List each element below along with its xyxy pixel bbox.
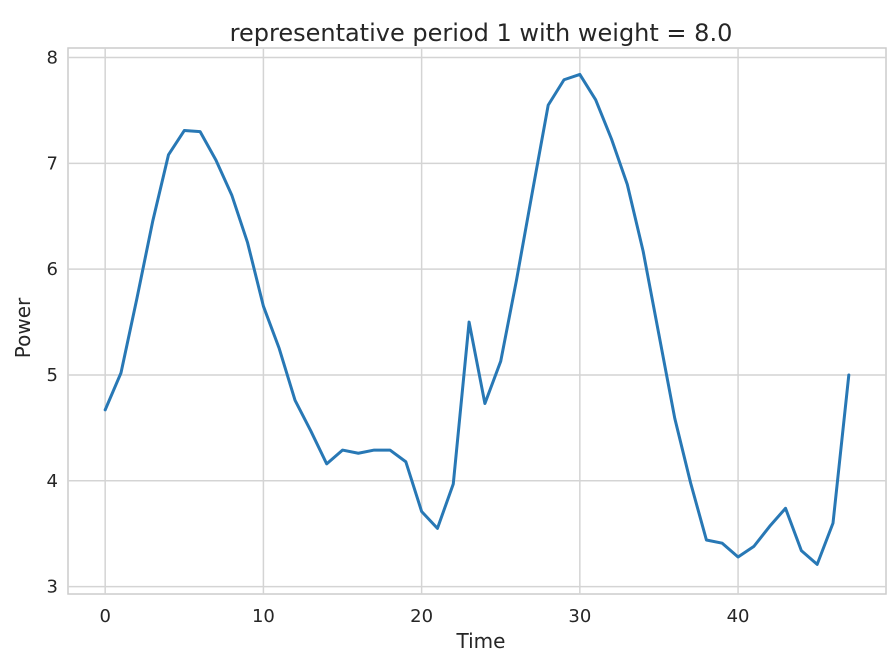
x-tick-label: 0 <box>99 606 110 627</box>
y-tick-label: 4 <box>47 471 58 492</box>
y-tick-labels: 3 4 5 6 7 8 <box>47 48 58 598</box>
y-tick-label: 5 <box>47 365 58 386</box>
y-tick-label: 8 <box>47 48 58 69</box>
y-tick-label: 3 <box>47 577 58 598</box>
x-tick-label: 20 <box>410 606 433 627</box>
chart-title: representative period 1 with weight = 8.… <box>230 19 733 47</box>
series-layer <box>103 72 851 566</box>
x-gridlines <box>104 48 739 594</box>
series-line-1 <box>103 72 851 566</box>
x-axis-label: Time <box>456 629 506 653</box>
y-tick-label: 7 <box>47 153 58 174</box>
x-tick-label: 30 <box>568 606 591 627</box>
x-tick-label: 10 <box>252 606 275 627</box>
y-axis-label: Power <box>11 297 35 358</box>
x-tick-label: 40 <box>727 606 750 627</box>
x-tick-labels: 0 10 20 30 40 <box>99 606 749 627</box>
y-gridlines <box>68 56 886 588</box>
y-tick-label: 6 <box>47 259 58 280</box>
